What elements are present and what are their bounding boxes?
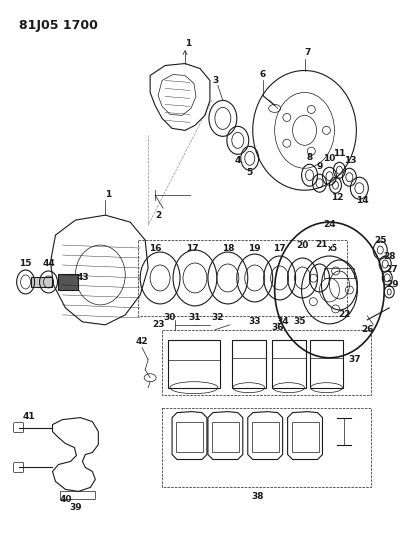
Text: 17: 17 [273,244,286,253]
Text: 8: 8 [306,153,313,162]
Text: 1: 1 [105,190,111,199]
Text: x5: x5 [328,244,338,253]
Text: 20: 20 [296,240,309,249]
Text: 23: 23 [152,320,164,329]
Text: 35: 35 [293,317,306,326]
Text: 27: 27 [385,265,397,274]
Text: 36: 36 [271,324,284,333]
Text: 30: 30 [164,313,176,322]
Text: 14: 14 [356,196,369,205]
Text: 24: 24 [323,220,336,229]
FancyBboxPatch shape [30,277,53,287]
Text: 34: 34 [276,317,289,326]
Text: 6: 6 [259,70,266,79]
Text: 5: 5 [247,168,253,177]
Text: 18: 18 [222,244,234,253]
Text: 10: 10 [323,154,336,163]
Text: 21: 21 [315,239,328,248]
Text: 31: 31 [189,313,201,322]
Text: 2: 2 [155,211,161,220]
Text: 29: 29 [386,280,399,289]
Text: 11: 11 [333,149,346,158]
Text: 26: 26 [361,325,374,334]
Text: 37: 37 [348,356,360,364]
Text: 33: 33 [249,317,261,326]
Text: 41: 41 [22,412,35,421]
Text: 7: 7 [304,48,311,57]
FancyBboxPatch shape [59,274,79,290]
Text: 15: 15 [19,259,32,268]
Text: 43: 43 [76,273,89,282]
Text: 13: 13 [344,156,356,165]
Text: 3: 3 [213,76,219,85]
Text: 44: 44 [42,259,55,268]
Text: 32: 32 [212,313,224,322]
Text: 28: 28 [383,252,395,261]
Text: 9: 9 [316,161,323,171]
Text: 25: 25 [374,236,387,245]
Text: 81J05 1700: 81J05 1700 [18,19,97,31]
Text: 19: 19 [249,244,261,253]
Text: 12: 12 [331,193,344,201]
Text: 16: 16 [149,244,161,253]
Text: 1: 1 [185,39,191,48]
Text: 40: 40 [59,495,72,504]
Text: 39: 39 [69,503,82,512]
Text: 4: 4 [235,156,241,165]
Text: 22: 22 [338,310,350,319]
Text: 17: 17 [186,244,198,253]
Text: 38: 38 [251,492,264,501]
Text: 42: 42 [136,337,148,346]
